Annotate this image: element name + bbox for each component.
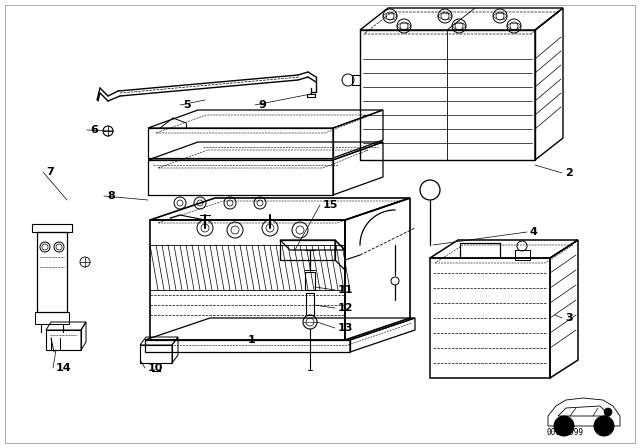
Text: 4: 4 — [530, 227, 538, 237]
Text: 15: 15 — [323, 200, 339, 210]
Text: 12: 12 — [338, 303, 353, 313]
Text: 7: 7 — [46, 167, 54, 177]
Text: 9: 9 — [258, 100, 266, 110]
Text: 8: 8 — [107, 191, 115, 201]
Circle shape — [594, 416, 614, 436]
Circle shape — [554, 416, 574, 436]
Text: 3: 3 — [565, 313, 573, 323]
Text: 2: 2 — [565, 168, 573, 178]
Text: 6: 6 — [90, 125, 98, 135]
Text: 11: 11 — [338, 285, 353, 295]
Text: 5: 5 — [183, 100, 191, 110]
Text: 1: 1 — [248, 335, 256, 345]
Circle shape — [604, 408, 612, 416]
Text: 10: 10 — [148, 363, 163, 373]
Text: 00C07999: 00C07999 — [547, 427, 584, 436]
Text: 13: 13 — [338, 323, 353, 333]
Text: 14: 14 — [56, 363, 72, 373]
